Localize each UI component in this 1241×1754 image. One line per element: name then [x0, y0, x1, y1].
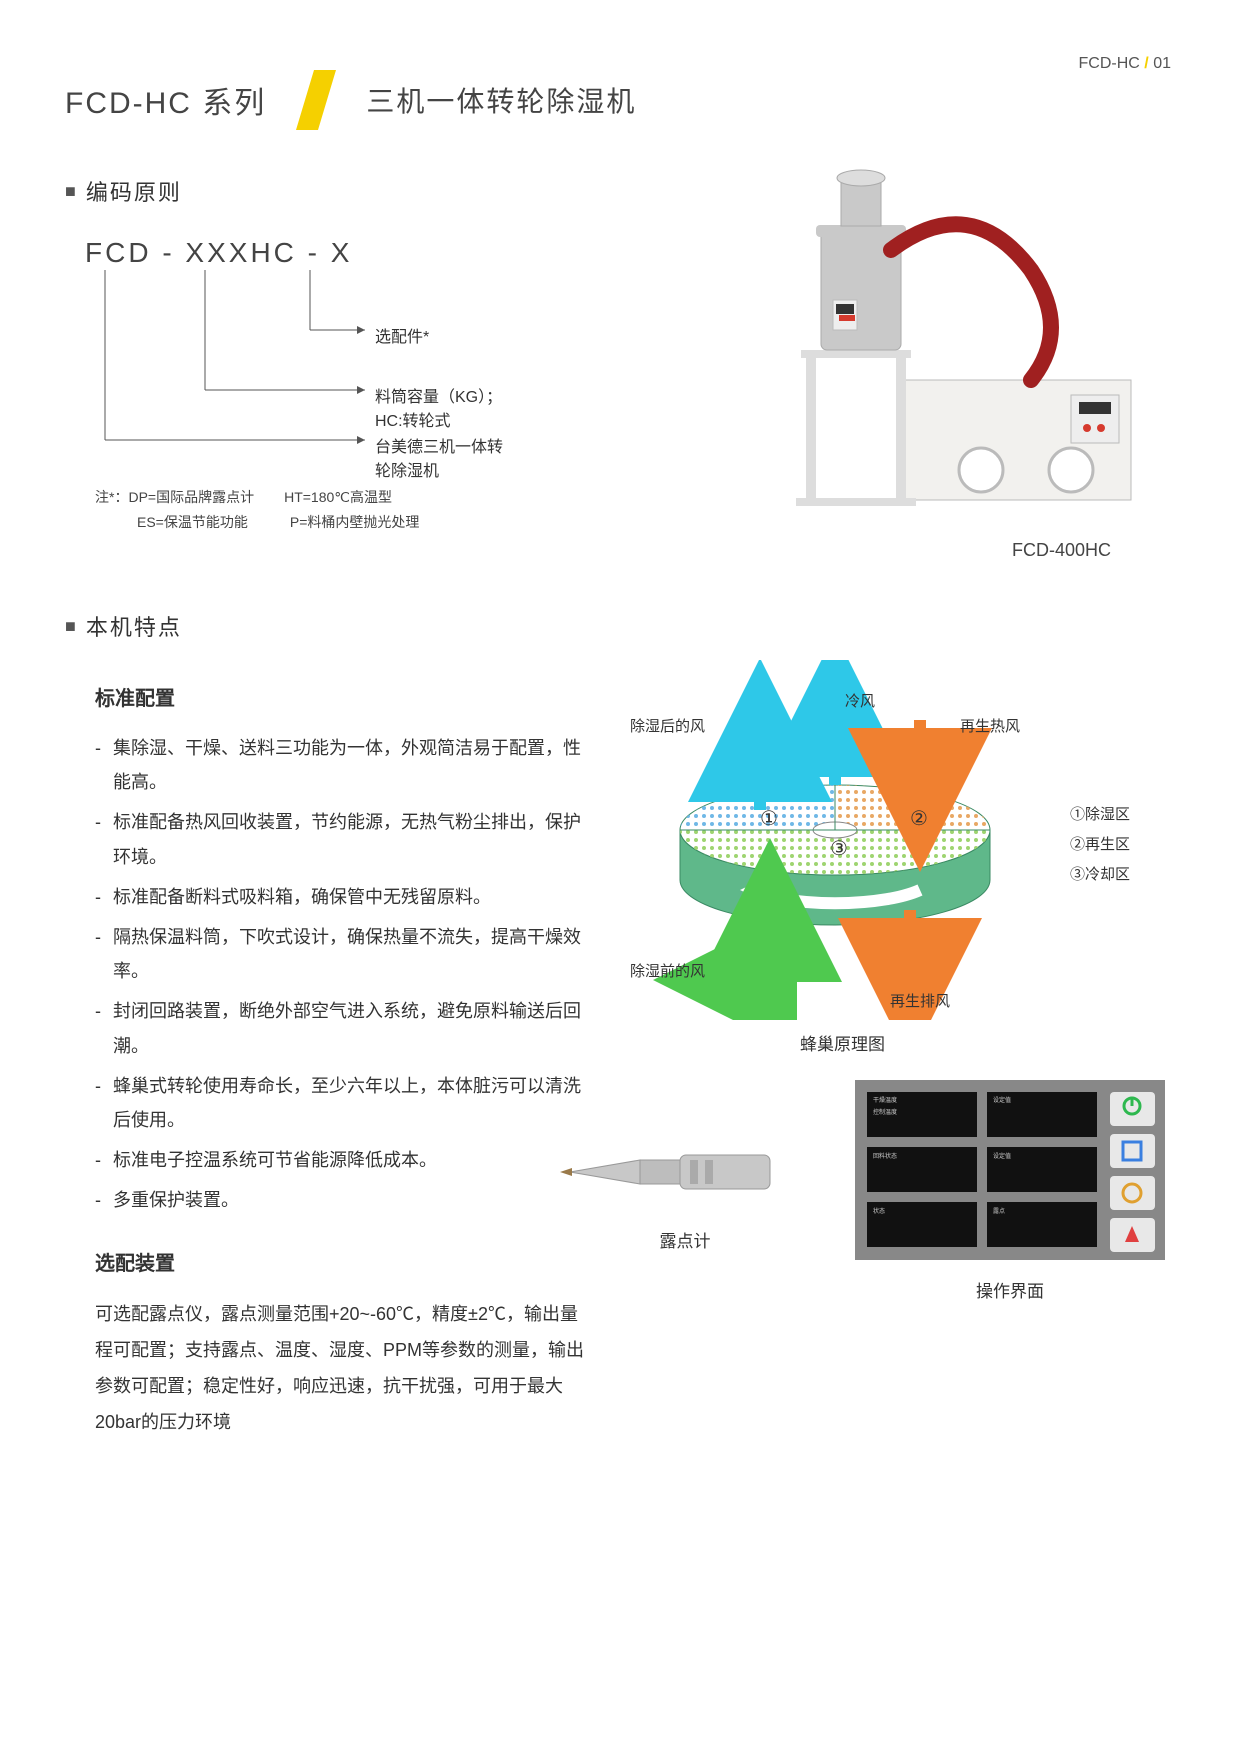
list-item: 标准配备热风回收装置，节约能源，无热气粉尘排出，保护环境。 — [95, 805, 585, 873]
svg-text:回料状态: 回料状态 — [873, 1152, 897, 1160]
encoding-section: 编码原则 FCD - XXXHC - X 选配件* 料筒容量（KG）；HC:转轮… — [65, 175, 515, 269]
encoding-title: 编码原则 — [65, 175, 515, 207]
note-ht: HT=180℃高温型 — [284, 485, 392, 510]
encoding-note: 注*：DP=国际品牌露点计 HT=180℃高温型 ES=保温节能功能 P=料桶内… — [95, 485, 419, 535]
svg-text:设定值: 设定值 — [993, 1096, 1011, 1104]
list-item: 标准配备断料式吸料箱，确保管中无残留原料。 — [95, 880, 585, 914]
svg-text:露点: 露点 — [993, 1207, 1005, 1215]
product-photo — [771, 150, 1151, 520]
hc-caption: 蜂巢原理图 — [800, 1030, 885, 1055]
standard-title: 标准配置 — [95, 682, 585, 711]
svg-text:状态: 状态 — [873, 1207, 885, 1215]
hc-legend-3: ③冷却区 — [1070, 860, 1130, 890]
optional-text: 可选配露点仪，露点测量范围+20~-60℃，精度±2℃，输出量程可配置；支持露点… — [95, 1296, 585, 1440]
svg-text:设定值: 设定值 — [993, 1152, 1011, 1160]
title-product: 三机一体转轮除湿机 — [366, 80, 636, 120]
list-item: 集除湿、干燥、送料三功能为一体，外观简洁易于配置，性能高。 — [95, 731, 585, 799]
encoding-code: FCD - XXXHC - X — [85, 237, 515, 269]
svg-text:①: ① — [760, 808, 778, 830]
dewpoint-caption: 露点计 — [560, 1227, 810, 1252]
list-item: 标准电子控温系统可节省能源降低成本。 — [95, 1143, 585, 1177]
page-header: FCD-HC 系列 三机一体转轮除湿机 — [65, 70, 636, 130]
hc-label-regen-exhaust: 再生排风 — [890, 990, 950, 1011]
svg-text:干燥温度: 干燥温度 — [873, 1096, 897, 1104]
list-item: 封闭回路装置，断绝外部空气进入系统，避免原料输送后回潮。 — [95, 994, 585, 1062]
page-num: 01 — [1153, 55, 1171, 72]
features-title: 本机特点 — [65, 610, 585, 642]
svg-text:③: ③ — [830, 838, 848, 860]
svg-text:②: ② — [910, 808, 928, 830]
svg-text:控制温度: 控制温度 — [873, 1108, 897, 1116]
note-es: ES=保温节能功能 — [137, 510, 248, 535]
note-prefix: 注*： — [95, 489, 128, 505]
encoding-label-capacity: 料筒容量（KG）；HC:转轮式 — [375, 383, 515, 431]
page-number: FCD-HC / 01 — [1079, 55, 1171, 73]
list-item: 隔热保温料筒，下吹式设计，确保热量不流失，提高干燥效率。 — [95, 920, 585, 988]
hc-label-cold: 冷风 — [845, 690, 875, 711]
page-slash: / — [1144, 55, 1148, 72]
title-series: FCD-HC 系列 — [65, 78, 266, 122]
control-panel-area: 干燥温度 控制温度 设定值 回料状态 设定值 状态 露点 操作界面 — [855, 1080, 1165, 1302]
page-model: FCD-HC — [1079, 55, 1140, 72]
standard-list: 集除湿、干燥、送料三功能为一体，外观简洁易于配置，性能高。 标准配备热风回收装置… — [95, 731, 585, 1217]
hc-legend-1: ①除湿区 — [1070, 800, 1130, 830]
honeycomb-diagram: ① ② ③ 除湿后的风 冷风 再生热风 除湿前的风 再生排风 ①除湿区 ②再生区… — [620, 660, 1180, 1040]
encoding-diagram — [85, 270, 505, 460]
optional-title: 选配装置 — [95, 1247, 585, 1276]
dewpoint-area: 露点计 — [560, 1130, 810, 1252]
note-dp: DP=国际品牌露点计 — [128, 489, 254, 505]
hc-legend-2: ②再生区 — [1070, 830, 1130, 860]
hc-label-after: 除湿后的风 — [630, 715, 705, 736]
product-caption: FCD-400HC — [1012, 540, 1111, 561]
list-item: 多重保护装置。 — [95, 1183, 585, 1217]
hc-label-regen-hot: 再生热风 — [960, 715, 1020, 736]
list-item: 蜂巢式转轮使用寿命长，至少六年以上，本体脏污可以清洗后使用。 — [95, 1069, 585, 1137]
dewpoint-icon — [560, 1130, 780, 1210]
encoding-label-opt: 选配件* — [375, 323, 429, 347]
panel-caption: 操作界面 — [855, 1277, 1165, 1302]
hc-legend: ①除湿区 ②再生区 ③冷却区 — [1070, 800, 1130, 890]
encoding-label-base: 台美德三机一体转轮除湿机 — [375, 433, 515, 481]
note-p: P=料桶内壁抛光处理 — [290, 510, 420, 535]
control-panel: 干燥温度 控制温度 设定值 回料状态 设定值 状态 露点 — [855, 1080, 1165, 1260]
slash-decor-icon — [286, 70, 346, 130]
features-section: 本机特点 标准配置 集除湿、干燥、送料三功能为一体，外观简洁易于配置，性能高。 … — [65, 610, 585, 1440]
hc-label-before: 除湿前的风 — [630, 960, 705, 981]
